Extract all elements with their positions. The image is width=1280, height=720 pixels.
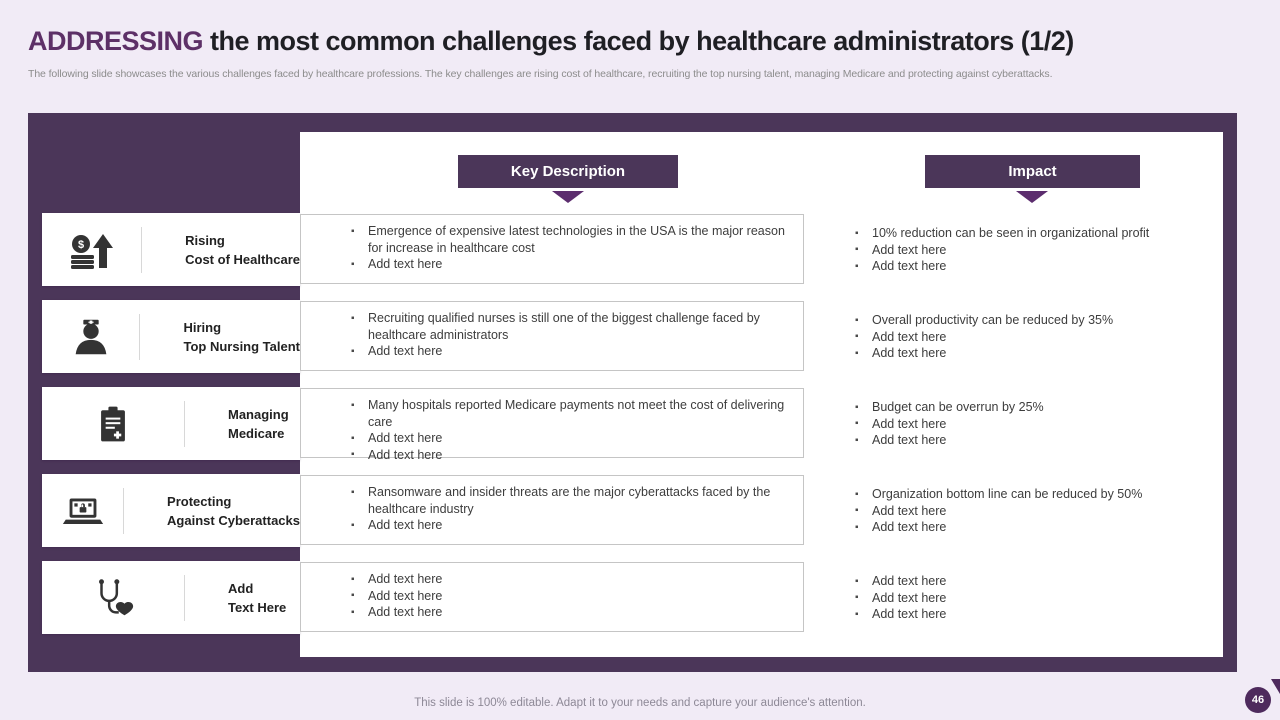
impact-item: Overall productivity can be reduced by 3… bbox=[855, 312, 1227, 328]
description-box: Add text here Add text here Add text her… bbox=[300, 562, 804, 632]
challenge-card: Protecting Against Cyberattacks bbox=[42, 474, 300, 547]
key-description-arrow-icon bbox=[552, 191, 584, 203]
challenge-card: Managing Medicare bbox=[42, 387, 300, 460]
impact-item: Organization bottom line can be reduced … bbox=[855, 486, 1227, 502]
impact-item: Add text here bbox=[855, 573, 1227, 589]
impact-item: Add text here bbox=[855, 606, 1227, 622]
description-item: Add text here bbox=[351, 343, 793, 359]
description-item: Add text here bbox=[351, 517, 793, 533]
footer-note: This slide is 100% editable. Adapt it to… bbox=[414, 697, 866, 709]
challenge-card: Hiring Top Nursing Talent bbox=[42, 300, 300, 373]
page-subtitle: The following slide showcases the variou… bbox=[28, 68, 1053, 80]
page-number-badge: 46 bbox=[1245, 687, 1271, 713]
description-list: Many hospitals reported Medicare payment… bbox=[351, 397, 793, 464]
cyberattack-laptop-icon bbox=[42, 488, 123, 534]
card-divider bbox=[141, 226, 143, 273]
card-divider bbox=[139, 313, 141, 360]
key-description-header: Key Description bbox=[458, 155, 678, 188]
impact-item: Add text here bbox=[855, 590, 1227, 606]
impact-item: Add text here bbox=[855, 329, 1227, 345]
page-title-rest: the most common challenges faced by heal… bbox=[203, 26, 1074, 56]
impact-list: Budget can be overrun by 25% Add text he… bbox=[855, 399, 1227, 448]
impact-item: Budget can be overrun by 25% bbox=[855, 399, 1227, 415]
description-list: Add text here Add text here Add text her… bbox=[351, 571, 793, 620]
challenge-label: Add Text Here bbox=[228, 580, 287, 615]
money-growth-icon: $ bbox=[42, 226, 141, 274]
impact-item: Add text here bbox=[855, 432, 1227, 448]
impact-list: 10% reduction can be seen in organizatio… bbox=[855, 225, 1227, 274]
description-item: Add text here bbox=[351, 571, 793, 587]
description-box: Emergence of expensive latest technologi… bbox=[300, 214, 804, 284]
description-item: Many hospitals reported Medicare payment… bbox=[351, 397, 793, 430]
key-description-header-label: Key Description bbox=[510, 163, 626, 180]
description-item: Add text here bbox=[351, 447, 793, 463]
page-title: ADDRESSING the most common challenges fa… bbox=[28, 26, 1258, 57]
impact-item: Add text here bbox=[855, 345, 1227, 361]
row-hiring-nurses: Hiring Top Nursing Talent Recruiting qua… bbox=[28, 300, 1237, 373]
description-list: Recruiting qualified nurses is still one… bbox=[351, 310, 793, 360]
impact-item: Add text here bbox=[855, 416, 1227, 432]
description-box: Many hospitals reported Medicare payment… bbox=[300, 388, 804, 463]
row-add-text: Add Text Here Add text here Add text her… bbox=[28, 561, 1237, 634]
description-item: Add text here bbox=[351, 604, 793, 620]
card-divider bbox=[184, 574, 185, 621]
impact-item: Add text here bbox=[855, 258, 1227, 274]
description-item: Add text here bbox=[351, 256, 793, 272]
challenge-card: Add Text Here bbox=[42, 561, 300, 634]
impact-item: Add text here bbox=[855, 503, 1227, 519]
row-managing-medicare: Managing Medicare Many hospitals reporte… bbox=[28, 387, 1237, 463]
description-item: Add text here bbox=[351, 430, 793, 446]
challenge-label: Managing Medicare bbox=[228, 406, 289, 441]
svg-text:$: $ bbox=[78, 239, 84, 251]
page-title-accent: ADDRESSING bbox=[28, 26, 204, 56]
impact-list: Add text here Add text here Add text her… bbox=[855, 573, 1227, 622]
description-item: Emergence of expensive latest technologi… bbox=[351, 223, 793, 256]
description-item: Ransomware and insider threats are the m… bbox=[351, 484, 793, 517]
card-divider bbox=[184, 400, 185, 447]
challenge-label: Protecting Against Cyberattacks bbox=[167, 493, 300, 528]
nurse-icon bbox=[42, 314, 139, 360]
description-box: Ransomware and insider threats are the m… bbox=[300, 475, 804, 545]
card-divider bbox=[123, 487, 125, 534]
medicare-clipboard-icon bbox=[42, 402, 184, 446]
row-rising-cost: $ Rising Cost of Healthcare Emergence of… bbox=[28, 213, 1237, 286]
impact-item: Add text here bbox=[855, 242, 1227, 258]
impact-list: Overall productivity can be reduced by 3… bbox=[855, 312, 1227, 361]
description-item: Add text here bbox=[351, 588, 793, 604]
impact-arrow-icon bbox=[1016, 191, 1048, 203]
impact-list: Organization bottom line can be reduced … bbox=[855, 486, 1227, 535]
content-frame: Key Description Impact bbox=[28, 113, 1237, 672]
stethoscope-heart-icon bbox=[42, 575, 184, 621]
challenge-label: Rising Cost of Healthcare bbox=[185, 232, 300, 267]
impact-item: 10% reduction can be seen in organizatio… bbox=[855, 225, 1227, 241]
impact-item: Add text here bbox=[855, 519, 1227, 535]
corner-decoration bbox=[1271, 679, 1280, 694]
challenge-label: Hiring Top Nursing Talent bbox=[183, 319, 300, 354]
challenge-card: $ Rising Cost of Healthcare bbox=[42, 213, 300, 286]
description-box: Recruiting qualified nurses is still one… bbox=[300, 301, 804, 371]
challenge-rows: $ Rising Cost of Healthcare Emergence of… bbox=[28, 213, 1237, 648]
description-item: Recruiting qualified nurses is still one… bbox=[351, 310, 793, 343]
row-protecting-cyberattacks: Protecting Against Cyberattacks Ransomwa… bbox=[28, 474, 1237, 547]
impact-header: Impact bbox=[925, 155, 1140, 188]
description-list: Ransomware and insider threats are the m… bbox=[351, 484, 793, 534]
description-list: Emergence of expensive latest technologi… bbox=[351, 223, 793, 273]
impact-header-label: Impact bbox=[1008, 163, 1057, 180]
